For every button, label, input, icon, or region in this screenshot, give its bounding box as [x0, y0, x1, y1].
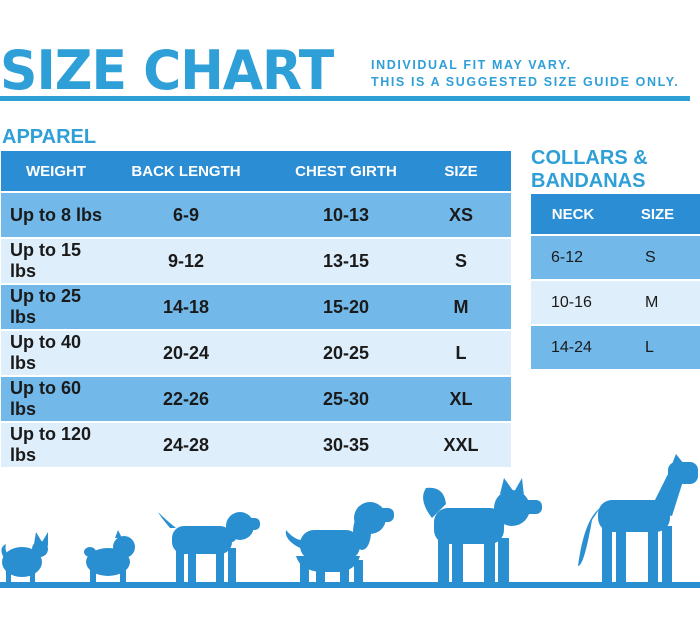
col-neck: NECK	[551, 205, 595, 223]
table-row: Up to 8 lbs 6-9 10-13 XS	[1, 193, 511, 239]
back-length-cell: 24-28	[162, 434, 210, 455]
size-cell: S	[645, 248, 656, 266]
col-chest-girth: CHEST GIRTH	[295, 162, 397, 180]
collars-title-line-1: COLLARS &	[531, 147, 648, 169]
weight-cell: Up to 25 lbs	[10, 286, 82, 327]
back-length-cell: 14-18	[162, 296, 210, 317]
chihuahua-icon	[1, 532, 48, 583]
table-row: Up to 40 lbs 20-24 20-25 L	[1, 331, 511, 377]
table-row: 10-16 M	[531, 281, 700, 326]
collars-title: COLLARS & BANDANAS	[531, 147, 700, 193]
size-cell: S	[454, 250, 467, 271]
table-row: Up to 15 lbs 9-12 13-15 S	[1, 239, 511, 285]
pug-icon	[84, 530, 135, 583]
chest-girth-cell: 13-15	[322, 250, 370, 271]
chest-girth-cell: 20-25	[322, 342, 370, 363]
beagle-icon	[158, 512, 260, 582]
dog-silhouettes	[0, 454, 700, 588]
col-back-length: BACK LENGTH	[131, 162, 241, 180]
apparel-header-row: WEIGHT BACK LENGTH CHEST GIRTH SIZE	[1, 151, 511, 193]
table-row: Up to 120 lbs 24-28 30-35 XXL	[1, 423, 511, 469]
neck-cell: 14-24	[551, 338, 592, 356]
back-length-cell: 22-26	[162, 388, 210, 409]
collars-table: NECK SIZE 6-12 S 10-16 M 14-24 L	[531, 194, 700, 371]
col-collar-size: SIZE	[640, 205, 675, 223]
weight-cell: Up to 8 lbs	[10, 204, 103, 225]
weight-cell: Up to 15 lbs	[10, 240, 82, 281]
fit-note-line-1: INDIVIDUAL FIT MAY VARY.	[371, 58, 572, 72]
col-size: SIZE	[444, 162, 478, 180]
back-length-cell: 20-24	[162, 342, 210, 363]
collars-header-row: NECK SIZE	[531, 194, 700, 236]
weight-cell: Up to 120 lbs	[10, 424, 92, 465]
table-row: 6-12 S	[531, 236, 700, 281]
table-row: Up to 25 lbs 14-18 15-20 M	[1, 285, 511, 331]
size-cell: M	[645, 293, 659, 311]
fit-note-line-2: THIS IS A SUGGESTED SIZE GUIDE ONLY.	[371, 75, 680, 89]
spaniel-icon	[285, 502, 394, 582]
weight-cell: Up to 40 lbs	[10, 332, 82, 373]
size-cell: XXL	[443, 434, 479, 455]
chest-girth-cell: 30-35	[322, 434, 370, 455]
husky-icon	[423, 478, 542, 582]
weight-cell: Up to 60 lbs	[10, 378, 82, 419]
size-cell: L	[645, 338, 654, 356]
size-cell: XL	[449, 388, 473, 409]
size-cell: XS	[448, 204, 473, 225]
table-row: 14-24 L	[531, 326, 700, 371]
size-cell: L	[455, 342, 467, 363]
ground-line	[0, 582, 700, 588]
chest-girth-cell: 10-13	[322, 204, 370, 225]
back-length-cell: 6-9	[172, 204, 199, 225]
size-cell: M	[453, 296, 469, 317]
collars-title-line-2: BANDANAS	[531, 170, 646, 192]
apparel-table: WEIGHT BACK LENGTH CHEST GIRTH SIZE Up t…	[1, 151, 511, 469]
neck-cell: 10-16	[551, 293, 592, 311]
back-length-cell: 9-12	[167, 250, 205, 271]
chest-girth-cell: 15-20	[322, 296, 370, 317]
great-dane-icon	[578, 454, 698, 582]
table-row: Up to 60 lbs 22-26 25-30 XL	[1, 377, 511, 423]
page-title: SIZE CHART	[0, 39, 334, 103]
title-underline	[0, 96, 690, 101]
apparel-title: APPAREL	[2, 126, 97, 148]
chest-girth-cell: 25-30	[322, 388, 370, 409]
col-weight: WEIGHT	[26, 162, 86, 180]
neck-cell: 6-12	[551, 248, 584, 266]
